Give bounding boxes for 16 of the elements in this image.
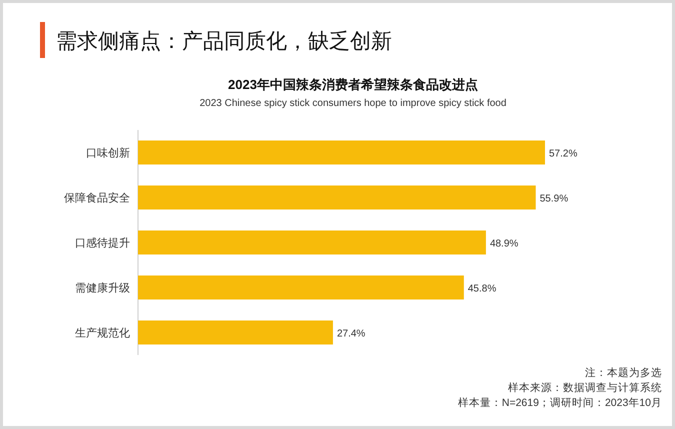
category-label: 保障食品安全 (64, 192, 130, 204)
data-label: 55.9% (540, 194, 568, 204)
category-label: 生产规范化 (75, 328, 130, 340)
title: 需求侧痛点：产品同质化，缺乏创新 (56, 30, 392, 53)
annotation: 样本量：N=2619；调研时间：2023年10月 (458, 397, 662, 409)
data-label: 57.2% (549, 148, 578, 160)
category-label: 口味创新 (86, 148, 130, 160)
subtitle: 2023年中国辣条消费者希望辣条食品改进点 (228, 77, 478, 92)
annotation: 2023 Chinese spicy stick consumers hope to improve spicy stick food (200, 98, 506, 109)
data-label: 48.9% (490, 238, 518, 250)
category-label: 口感待提升 (75, 238, 130, 250)
annotation: 注：本题为多选 (585, 367, 662, 379)
category-label: 需健康升级 (75, 282, 130, 294)
annotation: 样本来源：数据调查与计算系统 (508, 382, 662, 394)
data-label: 27.4% (336, 328, 366, 340)
data-label: 45.8% (468, 284, 496, 294)
